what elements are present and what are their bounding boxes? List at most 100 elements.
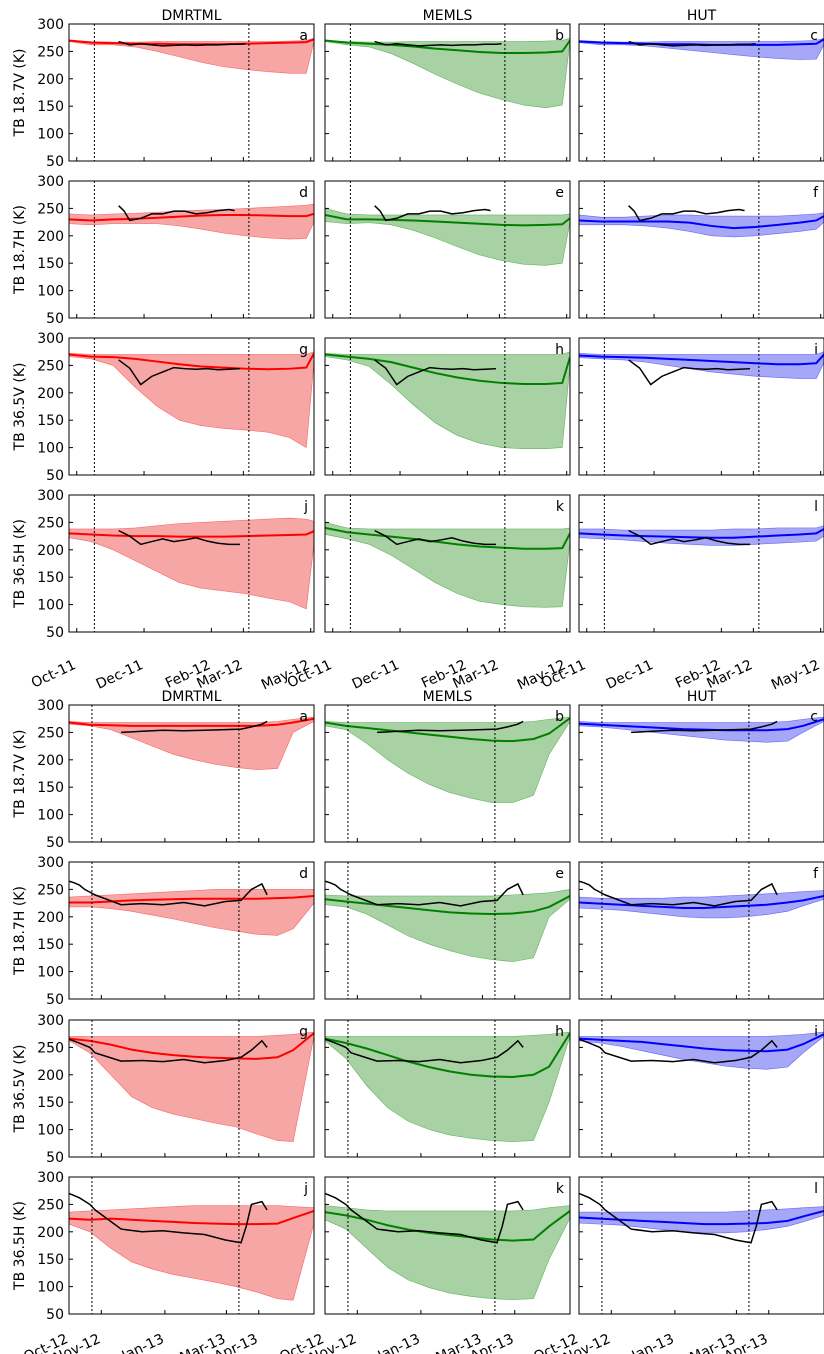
model-mean-line [69,212,314,222]
y-tick-label: 200 [37,910,64,926]
model-mean-line [579,353,824,366]
panel-dmrtml-j: j [68,1176,315,1315]
y-tick-label: 100 [37,441,64,457]
observation-line [121,720,268,734]
panel-frame [578,704,824,843]
panel-frame [68,1019,315,1158]
y-tick-label: 150 [37,1252,64,1268]
panel-frame [324,1176,571,1315]
y-tick-label: 250 [37,1040,64,1056]
panel-letter: f [813,185,819,201]
panel-dmrtml-d: d [68,861,315,1000]
uncertainty-band [325,208,570,266]
panel-hut-f: f [578,180,824,319]
uncertainty-band [325,522,570,608]
y-tick-label: 50 [46,625,64,641]
x-tick-label: Jan-13 [375,1331,423,1354]
model-mean-line [325,1210,570,1242]
panel-letter: c [810,709,818,725]
panel-letter: k [556,1181,565,1197]
column-title: MEMLS [423,8,473,24]
y-tick-label: 300 [37,1170,64,1186]
uncertainty-band [69,517,314,610]
uncertainty-band [325,1031,570,1142]
observation-line [118,205,235,222]
panel-hut-i: i [578,1019,824,1158]
panel-frame [578,861,824,1000]
y-axis-label: TB 18.7V (K) [12,49,28,138]
y-tick-label: 250 [37,44,64,60]
y-tick-label: 150 [37,937,64,953]
panel-letter: i [814,1024,818,1040]
panel-letter: d [299,866,308,882]
column-title: HUT [687,8,717,24]
uncertainty-band [69,1205,314,1301]
model-mean-line [325,1032,570,1078]
observation-line [325,880,524,907]
y-tick-label: 150 [37,780,64,796]
panel-frame [578,1019,824,1158]
y-tick-label: 250 [37,201,64,217]
y-axis-label: TB 36.5V (K) [12,1045,28,1134]
uncertainty-band [69,889,314,936]
observation-line [374,40,502,47]
uncertainty-band [325,889,570,963]
uncertainty-band [579,525,824,546]
y-tick-label: 300 [37,174,64,190]
panel-letter: g [299,1024,308,1040]
model-mean-line [325,39,570,55]
y-tick-label: 150 [37,1095,64,1111]
y-tick-label: 300 [37,855,64,871]
x-tick-label: May-12 [769,657,823,693]
y-axis-label: TB 36.5H (K) [12,1201,28,1291]
uncertainty-band [579,37,824,60]
observation-line [579,1038,778,1064]
panel-dmrtml-a: a [68,704,315,843]
panel-frame [578,494,824,633]
y-tick-label: 50 [46,468,64,484]
y-tick-label: 300 [37,17,64,33]
y-tick-label: 50 [46,992,64,1008]
observation-line [118,40,246,47]
y-tick-label: 100 [37,1123,64,1139]
panel-frame [324,180,571,319]
model-mean-line [579,1033,824,1053]
uncertainty-band [579,1206,824,1234]
observation-line [374,205,491,222]
uncertainty-band [69,203,314,240]
model-mean-line [325,353,570,386]
x-tick-label: Dec-11 [350,657,402,693]
panel-memls-e: e [324,861,571,1000]
observation-line [374,529,497,546]
panel-letter: l [814,499,818,515]
panel-frame [324,1019,571,1158]
panel-hut-c: c [578,704,824,843]
panel-frame [68,861,315,1000]
y-tick-label: 300 [37,488,64,504]
panel-memls-e: e [324,180,571,319]
y-tick-label: 200 [37,386,64,402]
column-title: DMRTML [162,689,222,705]
y-tick-label: 200 [37,1068,64,1084]
panel-frame [324,337,571,476]
uncertainty-band [69,351,314,449]
panel-frame [578,23,824,162]
observation-line [628,40,756,47]
panel-letter: a [299,28,308,44]
panel-dmrtml-j: j [68,494,315,633]
panel-letter: b [555,28,564,44]
x-tick-label: Dec-11 [94,657,146,693]
panel-frame [324,704,571,843]
y-tick-label: 150 [37,256,64,272]
observation-line [628,359,751,386]
panel-letter: b [555,709,564,725]
panel-memls-h: h [324,1019,571,1158]
panel-hut-l: l [578,494,824,633]
y-axis-label: TB 18.7H (K) [12,886,28,976]
y-tick-label: 200 [37,72,64,88]
panel-letter: a [299,709,308,725]
y-tick-label: 200 [37,1225,64,1241]
panel-hut-i: i [578,337,824,476]
y-tick-label: 50 [46,1150,64,1166]
panel-dmrtml-g: g [68,1019,315,1158]
